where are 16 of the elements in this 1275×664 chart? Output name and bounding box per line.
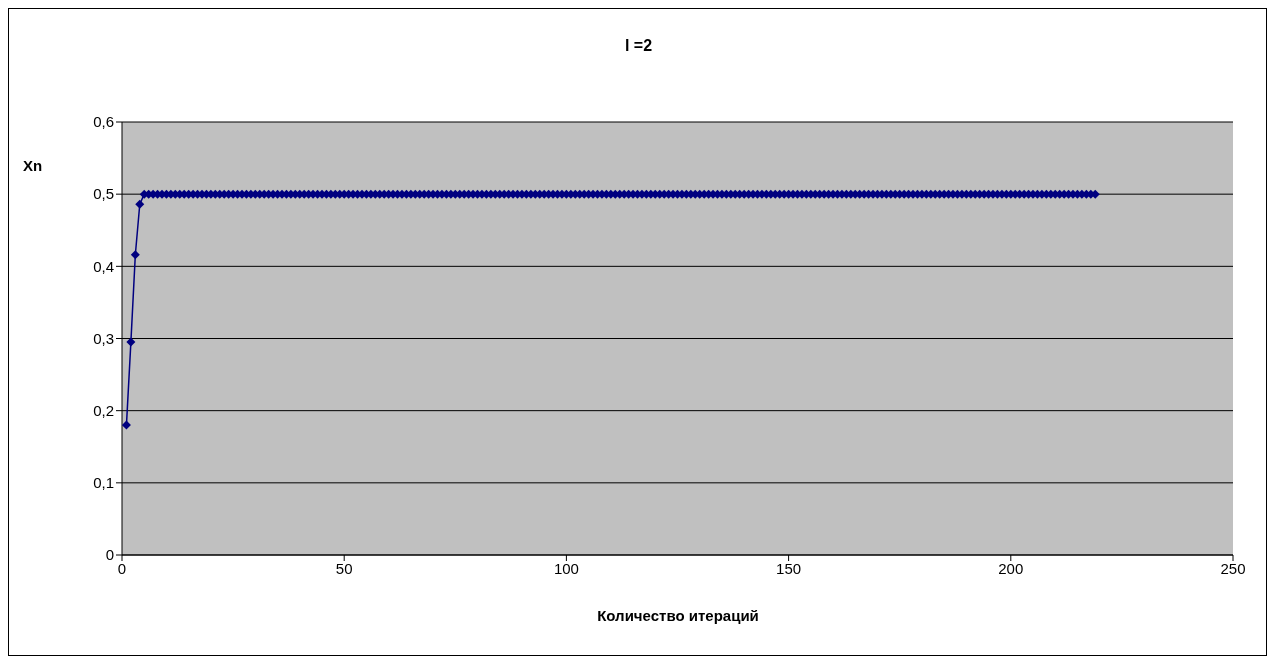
y-tick-label: 0,4: [93, 257, 114, 275]
x-tick-label: 250: [1220, 559, 1246, 577]
x-axis-title: Количество итераций: [596, 607, 760, 624]
chart-title: l =2: [623, 37, 654, 55]
y-tick-label: 0,5: [93, 185, 114, 203]
y-tick-label: 0: [105, 546, 114, 564]
y-axis-title: Xn: [23, 157, 43, 174]
y-tick-label: 0,6: [93, 113, 114, 131]
x-tick-label: 50: [335, 559, 353, 577]
x-tick-label: 150: [776, 559, 802, 577]
y-tick-label: 0,2: [93, 401, 114, 419]
x-tick-label: 100: [553, 559, 579, 577]
x-tick-label: 0: [117, 559, 127, 577]
x-tick-label: 200: [998, 559, 1024, 577]
y-tick-label: 0,1: [93, 474, 114, 492]
y-tick-label: 0,3: [93, 329, 114, 347]
